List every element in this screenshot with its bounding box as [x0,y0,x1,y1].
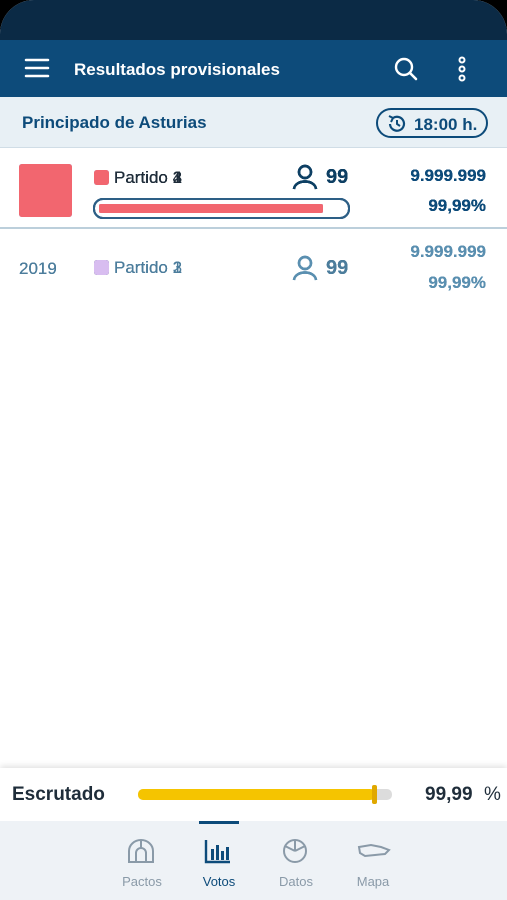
previous-votes: 9.999.999 [410,242,486,261]
nav-icon [357,837,391,870]
party-swatch [19,164,72,217]
region-name: Principado de Asturias [22,113,207,132]
previous-party: Partido 3 [114,258,183,277]
party-name: Partido 2 [114,168,183,187]
seats-icon [292,164,318,195]
nav-icon [203,837,233,870]
votes: 9.999.999 [410,166,486,185]
previous-percent: 99,99% [428,273,486,292]
seats: 99 [326,166,349,188]
votes: 9.999.999 [410,166,486,185]
seats-icon [292,255,318,286]
clock-icon [388,115,406,132]
votes: 9.999.999 [410,166,486,185]
nav-item[interactable]: Votos [181,821,257,900]
previous-year: 2019 [19,259,57,278]
nav-label: Votos [202,874,236,889]
previous-seats: 99 [326,257,349,279]
nav-icon [280,837,310,870]
nav-item[interactable]: Mapa [335,821,411,900]
vote-bar-fill [99,204,323,213]
votes: 9.999.999 [410,166,486,185]
count-footer: Escrutado 99,99 % [0,768,507,821]
footer-unit: % [484,784,501,805]
party-name: Partido 1 [114,168,183,187]
previous-seats: 99 [326,257,349,279]
percent: 99,99% [428,196,486,215]
previous-party: Partido 1 [114,258,183,277]
app-title: Resultados provisionales [74,60,280,79]
results-list: Partido 1 99 9.999.999 99,99% 2019 Partido 1 9… [0,148,507,768]
divider [0,227,507,229]
nav-item[interactable]: Datos [258,821,334,900]
previous-year: 2019 [19,259,57,278]
previous-votes: 9.999.999 [410,242,486,261]
nav-item[interactable]: Pactos [104,821,180,900]
party-dot [94,260,109,275]
time-pill[interactable]: 18:00 h. [376,108,488,138]
menu-icon[interactable] [24,57,50,79]
footer-label: Escrutado [12,784,105,805]
time-label: 18:00 h. [414,115,478,134]
nav-label: Datos [279,874,313,889]
status-bar [0,0,507,40]
nav-icon [126,837,156,870]
percent: 99,99% [428,196,486,215]
more-icon[interactable] [456,55,468,83]
nav-label: Pactos [122,874,162,889]
previous-percent: 99,99% [428,273,486,292]
percent: 99,99% [428,196,486,215]
nav-label: Mapa [356,874,390,889]
previous-seats: 99 [326,257,349,279]
party-name: Partido 4 [114,168,183,187]
app-bar: Resultados provisionales [0,40,507,97]
seats: 99 [326,166,349,188]
party-name: Partido 3 [114,168,183,187]
previous-party: Partido 2 [114,258,183,277]
footer-value: 99,99 [425,784,473,805]
party-dot [94,170,109,185]
previous-year: 2019 [19,259,57,278]
vote-bar [93,198,350,219]
previous-percent: 99,99% [428,273,486,292]
seats: 99 [326,166,349,188]
region-header: Principado de Asturias 18:00 h. [0,97,507,148]
bottom-nav: Pactos Votos Datos Mapa [0,821,507,900]
previous-votes: 9.999.999 [410,242,486,261]
active-indicator [199,821,239,824]
search-icon[interactable] [393,56,419,82]
percent: 99,99% [428,196,486,215]
progress-fill [138,789,375,800]
seats: 99 [326,166,349,188]
progress-knob [372,785,377,804]
